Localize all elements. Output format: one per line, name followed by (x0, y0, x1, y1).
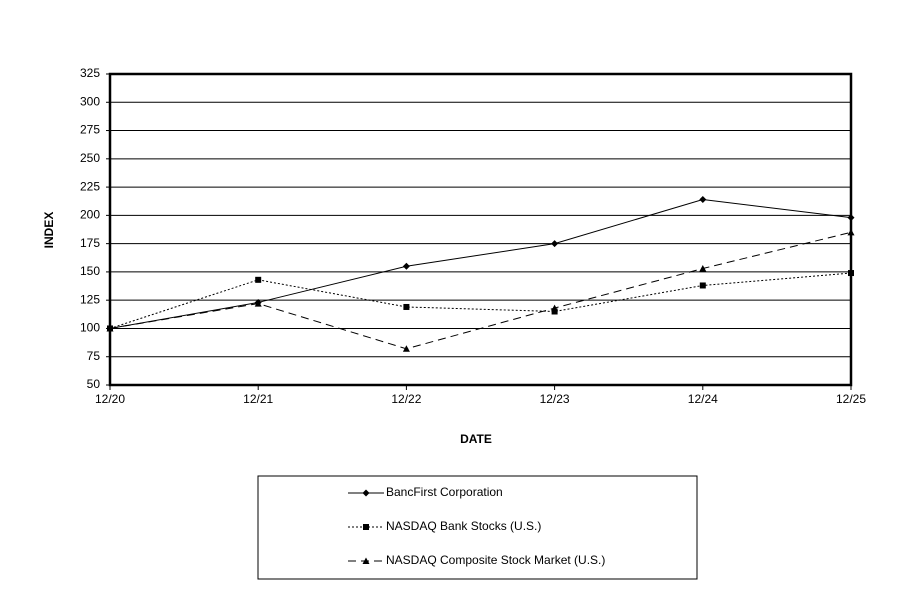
y-tick-label: 100 (80, 321, 100, 335)
legend-label: BancFirst Corporation (386, 485, 503, 499)
y-tick-label: 275 (80, 123, 100, 137)
data-point (403, 303, 410, 310)
x-tick-label: 12/22 (391, 392, 421, 406)
data-point (699, 265, 707, 272)
x-tick-label: 12/23 (540, 392, 570, 406)
data-point (402, 345, 410, 352)
data-point (699, 282, 706, 289)
data-point (699, 196, 707, 204)
y-tick-label: 200 (80, 208, 100, 222)
y-tick-label: 325 (80, 66, 100, 80)
y-tick-label: 300 (80, 94, 100, 108)
legend-marker (362, 489, 370, 497)
y-tick-label: 250 (80, 151, 100, 165)
y-tick-label: 50 (87, 377, 101, 391)
series-line (109, 272, 852, 329)
data-point (106, 324, 114, 332)
data-point (551, 304, 559, 312)
x-axis-label: DATE (460, 432, 492, 446)
data-point (254, 300, 262, 307)
y-tick-label: 150 (80, 264, 100, 278)
y-tick-label: 175 (80, 236, 100, 250)
x-tick-label: 12/20 (95, 392, 125, 406)
y-tick-label: 75 (87, 349, 101, 363)
y-axis-label: INDEX (42, 212, 56, 249)
x-tick-label: 12/24 (688, 392, 718, 406)
data-point (847, 214, 855, 222)
legend-label: NASDAQ Bank Stocks (U.S.) (386, 519, 541, 533)
x-tick-label: 12/21 (243, 392, 273, 406)
data-point (551, 240, 559, 248)
x-tick-label: 12/25 (836, 392, 866, 406)
series-line (109, 199, 852, 329)
y-tick-label: 125 (80, 292, 100, 306)
data-point (402, 262, 410, 270)
legend-box (257, 475, 698, 580)
data-point (848, 270, 854, 277)
legend-marker (363, 524, 369, 530)
series-line (109, 231, 852, 350)
legend-marker (362, 557, 370, 564)
data-point (847, 228, 855, 236)
legend-label: NASDAQ Composite Stock Market (U.S.) (386, 553, 605, 567)
data-point (255, 276, 262, 283)
y-tick-label: 225 (80, 179, 100, 193)
